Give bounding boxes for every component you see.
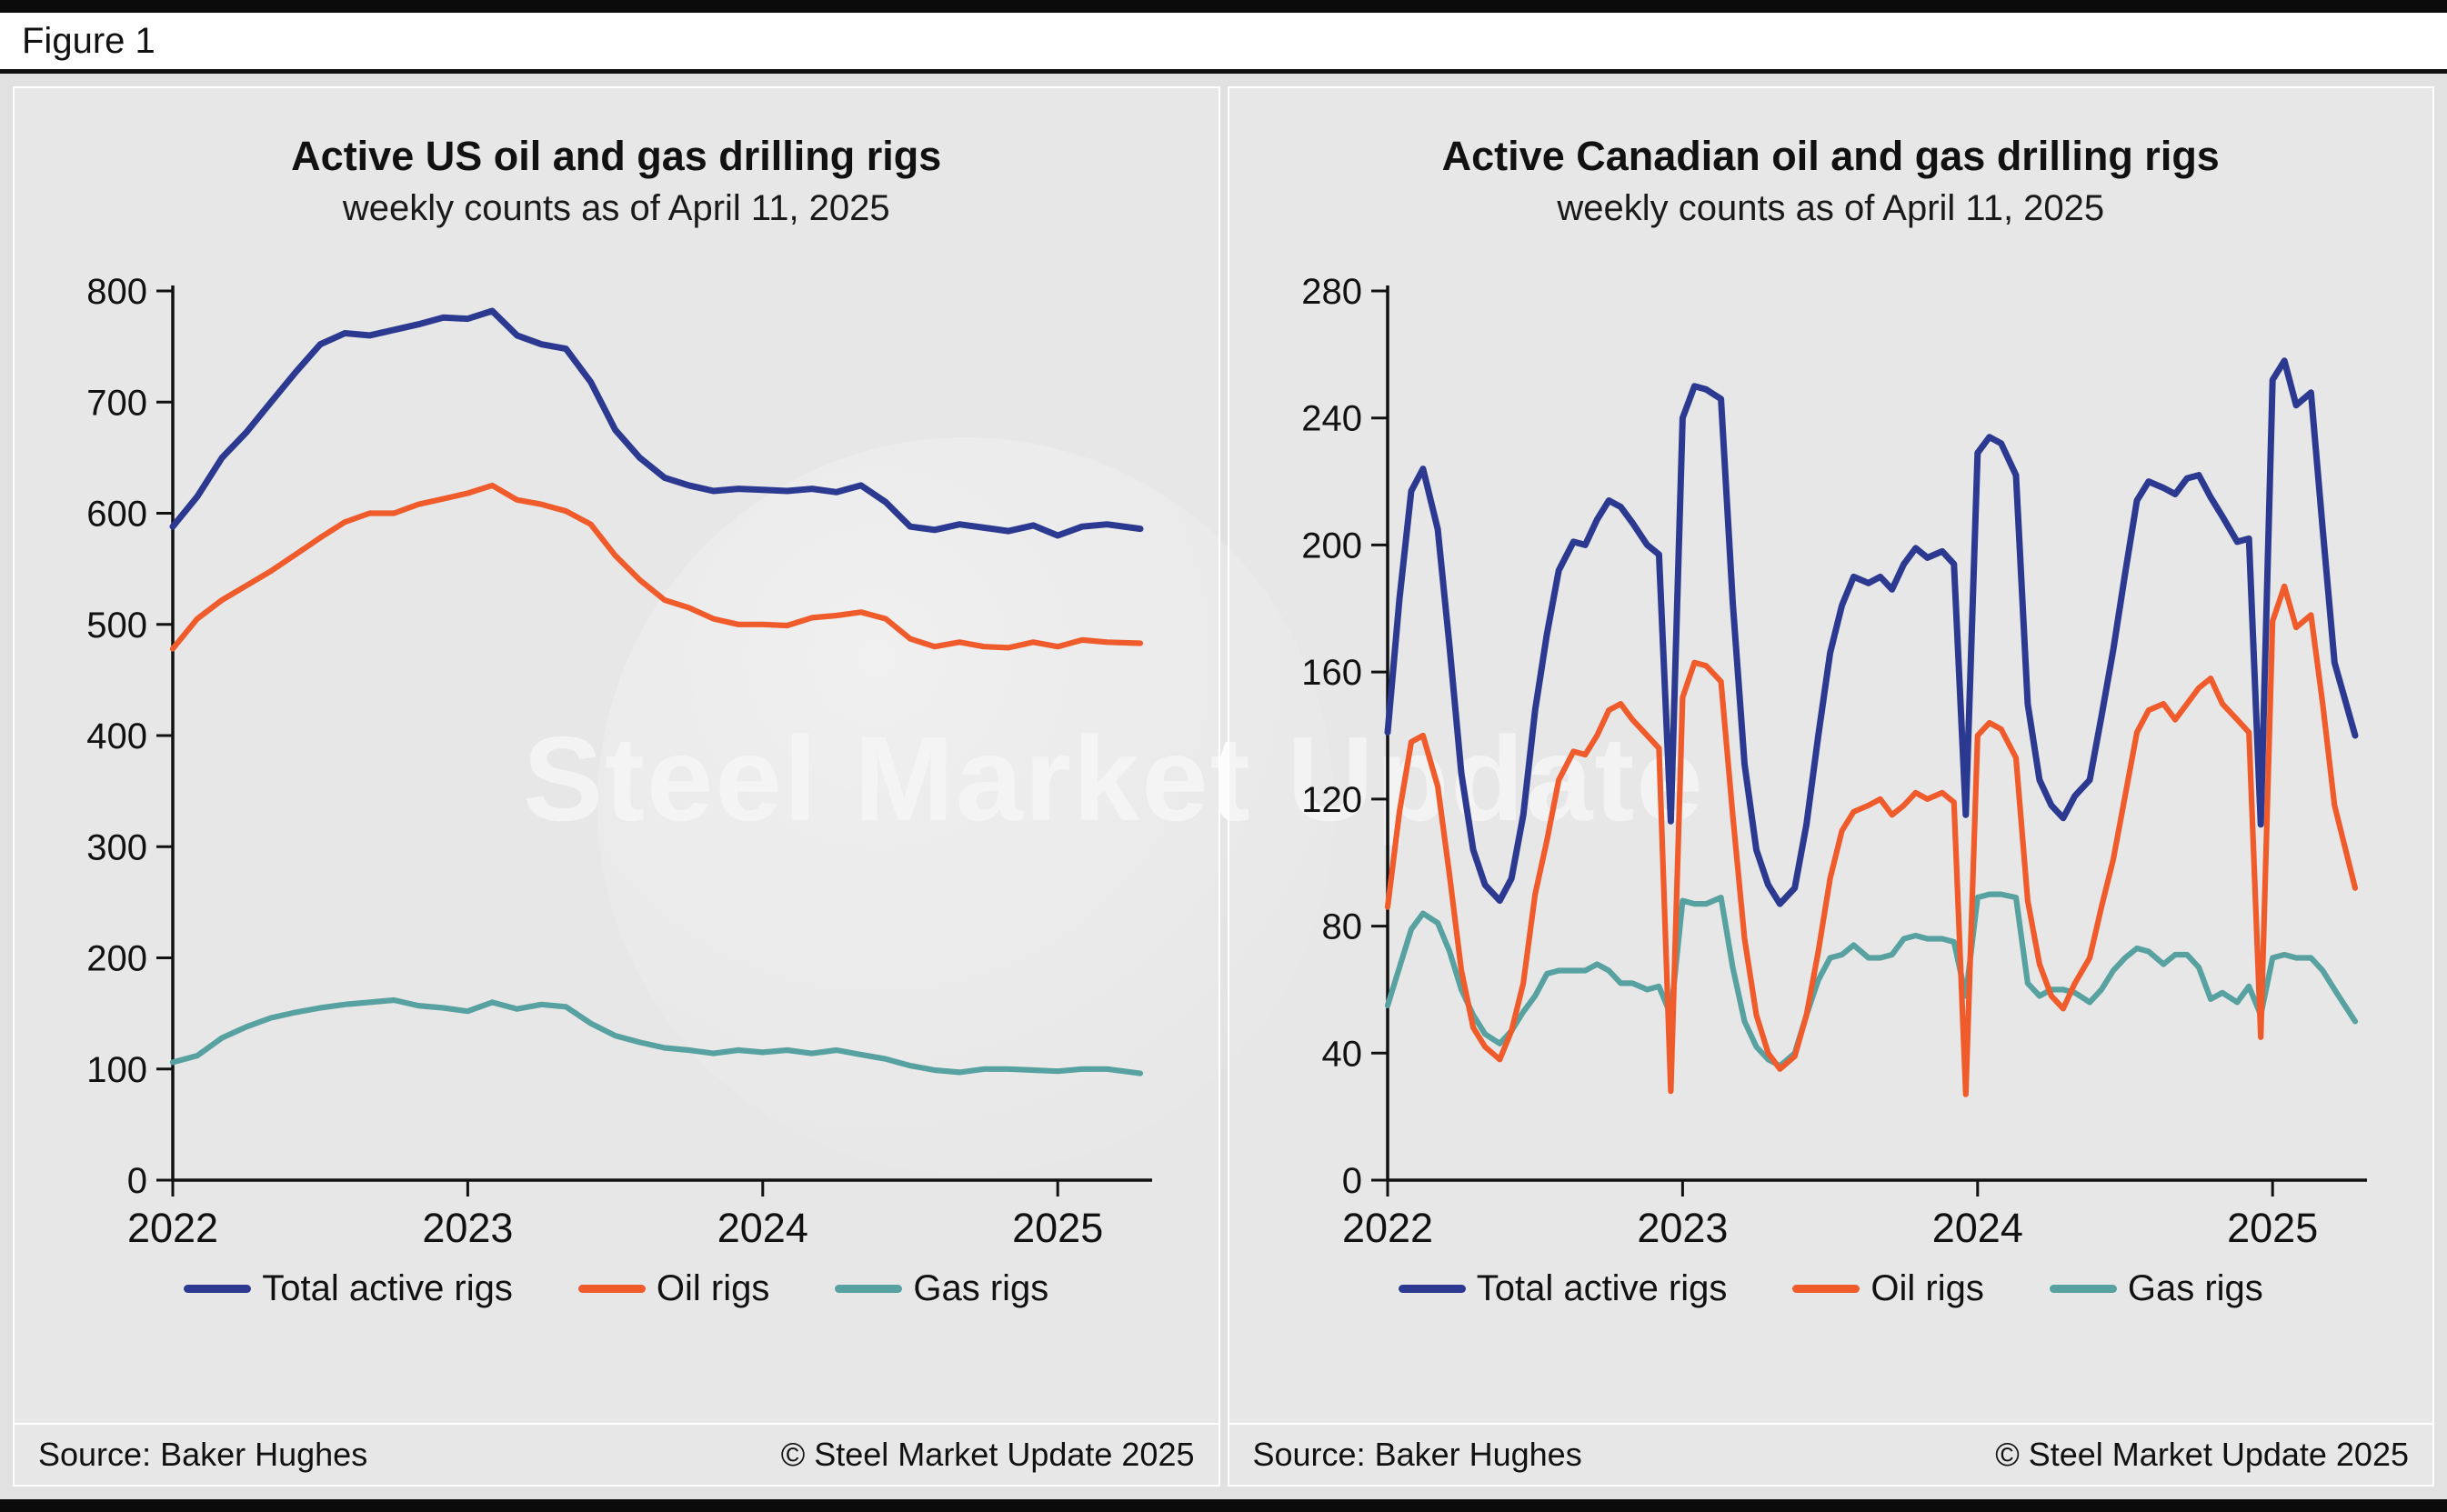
legend-us: Total active rigs Oil rigs Gas rigs (184, 1268, 1048, 1309)
y-tick-label: 0 (1342, 1161, 1362, 1201)
panel-us-rigs: Active US oil and gas drilling rigs week… (13, 86, 1220, 1487)
panel-footer-canada: Source: Baker Hughes © Steel Market Upda… (1229, 1423, 2432, 1485)
x-tick-label: 2024 (717, 1205, 808, 1251)
legend-item-gas-rigs: Gas rigs (2049, 1267, 2263, 1309)
y-tick-label: 100 (87, 1049, 148, 1089)
us-rigs-line-chart: 0 100 200 300 400 500 600 700 800 2022 2023 2024 202… (87, 272, 1153, 1251)
chart-title-canada: Active Canadian oil and gas drilling rig… (1441, 133, 2220, 179)
legend-swatch (2049, 1284, 2117, 1293)
copyright-label-us: © Steel Market Update 2025 (780, 1436, 1195, 1473)
legend-swatch (577, 1284, 646, 1293)
x-tick-label: 2022 (127, 1205, 218, 1251)
legend-item-oil-rigs: Oil rigs (577, 1267, 770, 1309)
series-line-total-active-rigs (1384, 356, 2359, 907)
legend-swatch (184, 1284, 252, 1293)
y-tick-label: 400 (87, 716, 148, 756)
x-tick-label: 2023 (423, 1205, 514, 1251)
series-line-oil-rigs (1384, 583, 2358, 1097)
y-tick-label: 160 (1301, 653, 1362, 693)
legend-label: Oil rigs (656, 1267, 770, 1308)
chart-subtitle-canada: weekly counts as of April 11, 2025 (1557, 187, 2105, 228)
y-tick-label: 40 (1321, 1034, 1362, 1074)
y-tick-label: 300 (87, 827, 148, 867)
copyright-label-canada: © Steel Market Update 2025 (1995, 1436, 2409, 1473)
source-label-canada: Source: Baker Hughes (1252, 1436, 1582, 1473)
legend-label: Oil rigs (1870, 1267, 1984, 1308)
legend-label: Total active rigs (1476, 1267, 1728, 1308)
y-tick-label: 700 (87, 383, 148, 423)
x-tick-label: 2024 (1931, 1205, 2022, 1251)
series-line-gas-rigs (1384, 890, 2358, 1068)
canada-rigs-line-chart: 0 40 80 120 160 200 240 280 2022 2023 2024 2025 (1301, 272, 2367, 1251)
figure-header: Figure 1 (0, 13, 2447, 74)
series-line-oil-rigs (170, 482, 1144, 652)
legend-label: Gas rigs (2127, 1267, 2263, 1308)
series-line-gas-rigs (170, 996, 1144, 1076)
y-tick-label: 80 (1321, 906, 1362, 946)
chart-title-us: Active US oil and gas drilling rigs (291, 133, 942, 179)
bottom-black-bar (0, 1499, 2447, 1512)
y-tick-label: 120 (1301, 779, 1362, 819)
y-tick-label: 200 (1301, 526, 1362, 566)
legend-item-total-active-rigs: Total active rigs (184, 1268, 513, 1309)
y-tick-label: 200 (87, 938, 148, 978)
y-tick-label: 280 (1301, 272, 1362, 312)
legend-swatch (1398, 1284, 1466, 1293)
y-tick-label: 800 (87, 272, 148, 312)
legend-item-oil-rigs: Oil rigs (1792, 1267, 1984, 1309)
chart-subtitle-us: weekly counts as of April 11, 2025 (342, 187, 890, 228)
series-line-total-active-rigs (169, 307, 1144, 538)
figure-body: Steel Market Update Active US oil and ga… (0, 74, 2447, 1499)
top-black-bar (0, 0, 2447, 13)
figure-label: Figure 1 (22, 20, 155, 61)
y-tick-label: 240 (1301, 398, 1362, 438)
legend-label: Gas rigs (913, 1267, 1049, 1308)
x-tick-label: 2023 (1637, 1205, 1728, 1251)
panel-footer-us: Source: Baker Hughes © Steel Market Upda… (15, 1423, 1218, 1485)
source-label-us: Source: Baker Hughes (38, 1436, 368, 1473)
legend-swatch (1792, 1284, 1860, 1293)
y-tick-label: 0 (127, 1161, 147, 1201)
x-tick-label: 2025 (1012, 1205, 1103, 1251)
x-tick-label: 2022 (1342, 1205, 1433, 1251)
legend-canada: Total active rigs Oil rigs Gas rigs (1398, 1267, 2263, 1309)
legend-label: Total active rigs (262, 1267, 513, 1308)
y-tick-label: 500 (87, 605, 148, 645)
x-tick-label: 2025 (2227, 1205, 2318, 1251)
panel-canada-rigs: Active Canadian oil and gas drilling rig… (1227, 86, 2434, 1487)
legend-item-gas-rigs: Gas rigs (835, 1268, 1048, 1309)
y-tick-label: 600 (87, 494, 148, 534)
legend-swatch (835, 1284, 903, 1293)
legend-item-total-active-rigs: Total active rigs (1398, 1267, 1728, 1309)
